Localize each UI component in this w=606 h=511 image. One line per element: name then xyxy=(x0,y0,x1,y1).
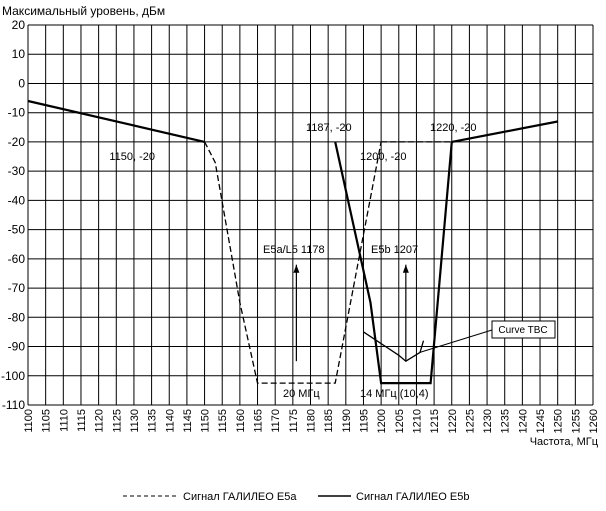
series-line-0 xyxy=(204,141,382,384)
x-tick-label: 1210 xyxy=(411,409,423,433)
y-tick-label: 20 xyxy=(12,18,26,32)
annotation-curve-tbc: Curve TBC xyxy=(498,325,547,336)
annotation-1220: 1220, -20 xyxy=(430,122,476,134)
series-lines xyxy=(27,99,558,385)
x-tick-label: 1150 xyxy=(200,409,212,433)
y-tick-label: -90 xyxy=(8,340,26,354)
x-tick-label: 1225 xyxy=(464,409,476,433)
x-tick-label: 1160 xyxy=(235,409,247,433)
curve-tbc-leader xyxy=(419,329,493,353)
y-tick-label: -10 xyxy=(8,106,26,120)
x-tick-label: 1175 xyxy=(288,409,300,433)
y-tick-label: -100 xyxy=(1,369,25,383)
x-tick-label: 1125 xyxy=(111,409,123,433)
x-tick-label: 1130 xyxy=(129,409,141,433)
x-tick-label: 1105 xyxy=(41,409,53,433)
x-tick-label: 1100 xyxy=(23,409,35,433)
annotation-e5b: E5b 1207 xyxy=(371,244,418,256)
x-tick-label: 1240 xyxy=(517,409,529,433)
y-tick-label: 10 xyxy=(12,47,26,61)
y-tick-label: -70 xyxy=(8,281,26,295)
x-tick-label: 1170 xyxy=(270,409,282,433)
arrow-head-1 xyxy=(402,264,409,273)
y-tick-label: -110 xyxy=(2,398,25,412)
x-tick-label: 1235 xyxy=(500,409,512,433)
x-tick-label: 1135 xyxy=(147,409,159,433)
x-tick-label: 1155 xyxy=(217,409,229,433)
x-tick-label: 1190 xyxy=(341,409,353,433)
curve-tbc-box xyxy=(491,320,556,339)
x-tick-label: 1230 xyxy=(482,409,494,433)
x-tick-label: 1120 xyxy=(94,409,106,433)
grid xyxy=(27,24,594,406)
annotation-20mhz: 20 МГц xyxy=(283,388,320,400)
annotation-1200: 1200, -20 xyxy=(360,151,406,163)
annotation-1187: 1187, -20 xyxy=(306,122,352,134)
annotation-1150: 1150, -20 xyxy=(109,151,155,163)
arrows xyxy=(293,264,493,362)
x-tick-label: 1110 xyxy=(58,409,70,432)
x-tick-label: 1215 xyxy=(429,409,441,433)
x-tick-label: 1145 xyxy=(182,409,194,433)
y-axis-label: Максимальный уровень, дБм xyxy=(2,4,165,18)
y-tick-label: -50 xyxy=(8,223,26,237)
annotation-e5a: E5a/L5 1178 xyxy=(263,244,325,256)
series-line-4 xyxy=(451,120,558,143)
series-line-5 xyxy=(363,331,425,363)
y-tick-label: -30 xyxy=(8,164,26,178)
y-tick-label: 0 xyxy=(18,76,25,90)
arrow-head-0 xyxy=(293,264,300,273)
x-tick-label: 1185 xyxy=(323,409,335,433)
x-tick-label: 1205 xyxy=(394,409,406,433)
x-tick-label: 1140 xyxy=(164,409,176,433)
x-tick-label: 1200 xyxy=(376,409,388,433)
series-line-3 xyxy=(334,141,453,385)
y-tick-label: -80 xyxy=(8,310,26,324)
x-tick-label: 1250 xyxy=(553,409,565,433)
legend-label-e5b: Сигнал ГАЛИЛЕО E5b xyxy=(356,491,469,503)
y-tick-label: -60 xyxy=(8,252,26,266)
tick-labels: 1100 1105 1110 1115 1120 1125 1130 1135 1140 1145… xyxy=(1,18,600,433)
y-tick-label: -40 xyxy=(8,193,26,207)
annotation-14mhz: 14 МГц (10,4) xyxy=(360,388,429,400)
x-tick-label: 1255 xyxy=(570,409,582,433)
x-axis-label: Частота, МГц xyxy=(530,436,599,448)
x-tick-label: 1245 xyxy=(535,409,547,433)
series-line-2 xyxy=(27,99,205,143)
x-tick-label: 1165 xyxy=(253,409,265,433)
x-tick-label: 1195 xyxy=(358,409,370,433)
x-tick-label: 1115 xyxy=(76,409,88,432)
x-tick-label: 1220 xyxy=(447,409,459,433)
x-tick-label: 1260 xyxy=(588,409,600,433)
y-tick-label: -20 xyxy=(8,135,26,149)
legend-label-e5a: Сигнал ГАЛИЛЕО E5a xyxy=(183,491,297,503)
x-tick-label: 1180 xyxy=(306,409,318,433)
